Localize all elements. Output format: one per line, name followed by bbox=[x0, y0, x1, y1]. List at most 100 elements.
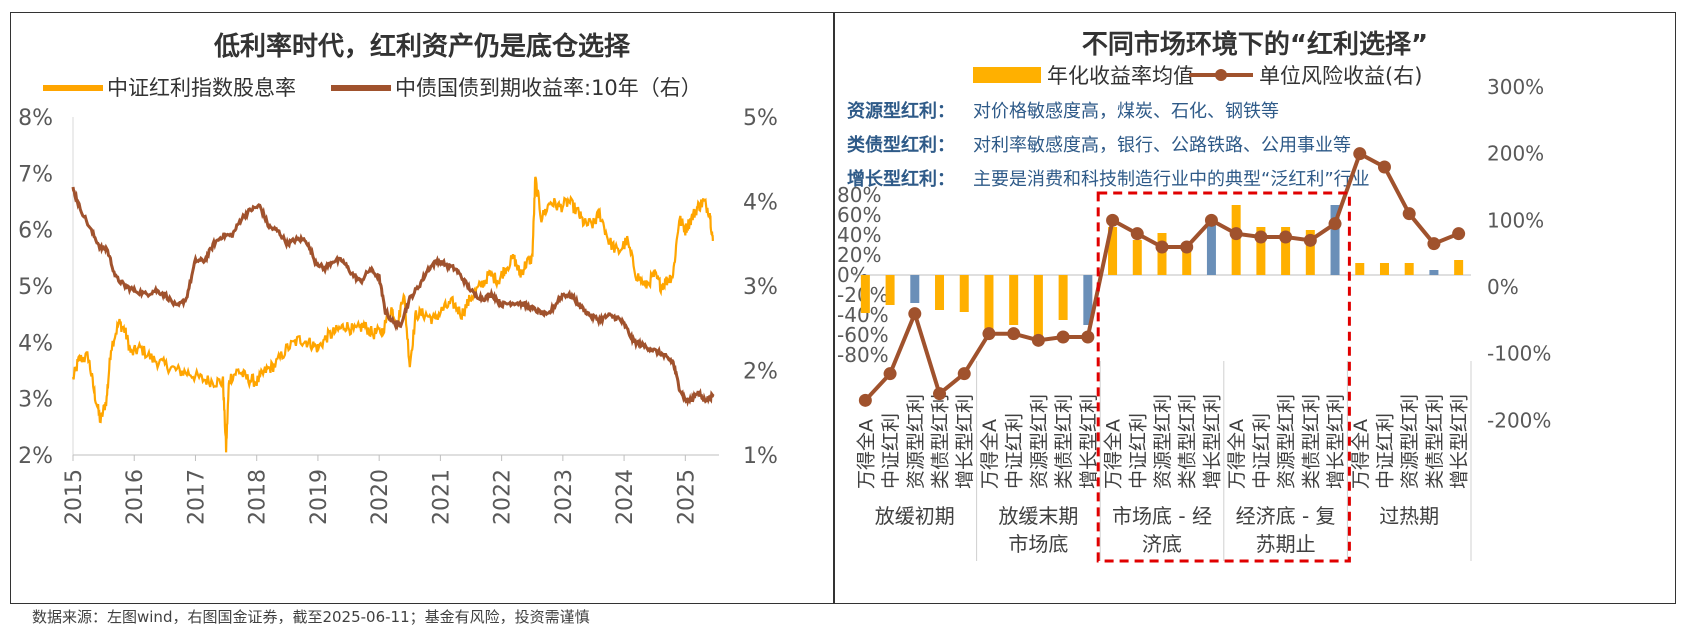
category-label: 资源型红利 bbox=[1028, 394, 1050, 489]
x-tick-label: 2016 bbox=[123, 469, 148, 525]
risk-return-point bbox=[1081, 330, 1095, 344]
y-left-tick-label: 6% bbox=[18, 219, 53, 244]
category-label: 中证红利 bbox=[1127, 413, 1149, 489]
x-tick-label: 2018 bbox=[246, 469, 271, 525]
category-label: 类债型红利 bbox=[1424, 394, 1446, 489]
category-label: 资源型红利 bbox=[1276, 394, 1298, 489]
y-right-tick-label: 1% bbox=[743, 444, 778, 469]
category-label: 资源型红利 bbox=[1399, 394, 1421, 489]
y-right-tick-label: -200% bbox=[1487, 408, 1551, 432]
group-label: 放缓初期 bbox=[875, 504, 955, 528]
bar bbox=[984, 275, 994, 330]
y-left-tick-label: 20% bbox=[837, 243, 881, 267]
legend-marker-line bbox=[1215, 69, 1227, 81]
risk-return-point bbox=[1328, 217, 1342, 231]
bar bbox=[1083, 275, 1093, 325]
y-left-tick-label: 40% bbox=[837, 223, 881, 247]
group-label: 济底 bbox=[1142, 532, 1182, 556]
bar bbox=[1281, 227, 1291, 275]
category-label: 中证红利 bbox=[880, 413, 902, 489]
category-label: 增长型红利 bbox=[1449, 394, 1471, 489]
risk-return-point bbox=[1303, 233, 1317, 247]
x-tick-label: 2017 bbox=[184, 469, 209, 525]
risk-return-point bbox=[1377, 160, 1391, 174]
y-right-tick-label: 100% bbox=[1487, 208, 1544, 232]
note-text: 对价格敏感度高，煤炭、石化、钢铁等 bbox=[973, 101, 1279, 122]
y-right-tick-label: 5% bbox=[743, 106, 778, 131]
bar bbox=[1108, 227, 1118, 275]
y-left-tick-label: -80% bbox=[837, 343, 889, 367]
note-text: 对利率敏感度高，银行、公路铁路、公用事业等 bbox=[973, 135, 1351, 156]
dividend-yield-line bbox=[71, 176, 714, 453]
risk-return-line bbox=[863, 150, 1460, 402]
bar bbox=[1009, 275, 1019, 325]
x-tick-label: 2023 bbox=[552, 469, 577, 525]
y-right-tick-label: 4% bbox=[743, 191, 778, 216]
note-label: 资源型红利： bbox=[847, 100, 955, 122]
legend-label-bond-yield: 中债国债到期收益率:10年（右） bbox=[395, 76, 702, 100]
category-label: 资源型红利 bbox=[905, 394, 927, 489]
y-right-tick-label: 200% bbox=[1487, 142, 1544, 166]
legend-label-dividend-yield: 中证红利指数股息率 bbox=[107, 76, 296, 100]
group-label: 放缓末期 bbox=[998, 504, 1078, 528]
bar bbox=[1033, 275, 1043, 345]
y-left-tick-label: 7% bbox=[18, 162, 53, 187]
legend-label-bar: 年化收益率均值 bbox=[1047, 64, 1194, 88]
y-left-tick-label: 60% bbox=[837, 203, 881, 227]
group-label: 市场底 - 经 bbox=[1112, 504, 1212, 528]
bar bbox=[1058, 275, 1068, 320]
bar bbox=[1379, 263, 1389, 275]
risk-return-point bbox=[1353, 147, 1367, 161]
bar bbox=[1355, 263, 1365, 275]
category-label: 类债型红利 bbox=[930, 394, 952, 489]
risk-return-point bbox=[1279, 230, 1293, 244]
chart-title: 不同市场环境下的“红利选择” bbox=[1082, 29, 1428, 60]
group-label: 苏期止 bbox=[1256, 532, 1316, 556]
group-label: 市场底 bbox=[1008, 532, 1068, 556]
y-right-tick-label: -100% bbox=[1487, 342, 1551, 366]
bar bbox=[1132, 240, 1142, 275]
risk-return-point bbox=[1254, 230, 1268, 244]
y-left-tick-label: 4% bbox=[18, 331, 53, 356]
y-left-tick-label: 3% bbox=[18, 388, 53, 413]
chart-title: 低利率时代，红利资产仍是底仓选择 bbox=[213, 31, 631, 62]
legend-swatch-bar bbox=[973, 67, 1041, 83]
bar bbox=[935, 275, 945, 310]
category-label: 中证红利 bbox=[1004, 413, 1026, 489]
risk-return-point bbox=[1229, 227, 1243, 241]
bar bbox=[1182, 250, 1192, 275]
y-left-tick-label: -60% bbox=[837, 323, 889, 347]
category-label: 增长型红利 bbox=[954, 394, 976, 489]
category-label: 增长型红利 bbox=[1325, 394, 1347, 489]
category-label: 万得全A bbox=[1226, 419, 1248, 489]
risk-return-point bbox=[957, 367, 971, 381]
bar bbox=[1404, 263, 1414, 275]
bar bbox=[1256, 227, 1266, 275]
highlight-box bbox=[1096, 191, 1351, 563]
risk-return-point bbox=[883, 367, 897, 381]
x-tick-label: 2021 bbox=[429, 469, 454, 525]
bond-yield-line bbox=[71, 186, 715, 407]
risk-return-point bbox=[1155, 240, 1169, 254]
bar bbox=[1206, 222, 1216, 275]
category-label: 增长型红利 bbox=[1201, 394, 1223, 489]
risk-return-point bbox=[1402, 207, 1416, 221]
category-label: 万得全A bbox=[1350, 419, 1372, 489]
bar bbox=[1157, 233, 1167, 275]
x-tick-label: 2015 bbox=[62, 469, 87, 525]
y-right-tick-label: 3% bbox=[743, 275, 778, 300]
risk-return-point bbox=[1031, 333, 1045, 347]
category-label: 类债型红利 bbox=[1300, 394, 1322, 489]
bar bbox=[1305, 230, 1315, 275]
note-text: 主要是消费和科技制造行业中的典型“泛红利”行业 bbox=[973, 169, 1370, 190]
note-label: 类债型红利： bbox=[847, 134, 955, 156]
bar bbox=[1454, 260, 1464, 275]
y-left-tick-label: 2% bbox=[18, 444, 53, 469]
category-label: 资源型红利 bbox=[1152, 394, 1174, 489]
y-left-tick-label: 5% bbox=[18, 275, 53, 300]
source-note: 数据来源：左图wind，右图国金证券，截至2025-06-11；基金有风险，投资… bbox=[32, 608, 590, 626]
risk-return-point bbox=[1007, 327, 1021, 341]
right-chart-panel: 不同市场环境下的“红利选择” 年化收益率均值 单位风险收益(右) 资源型红利： 对价格敏… bbox=[834, 12, 1676, 604]
bar bbox=[1429, 270, 1439, 275]
